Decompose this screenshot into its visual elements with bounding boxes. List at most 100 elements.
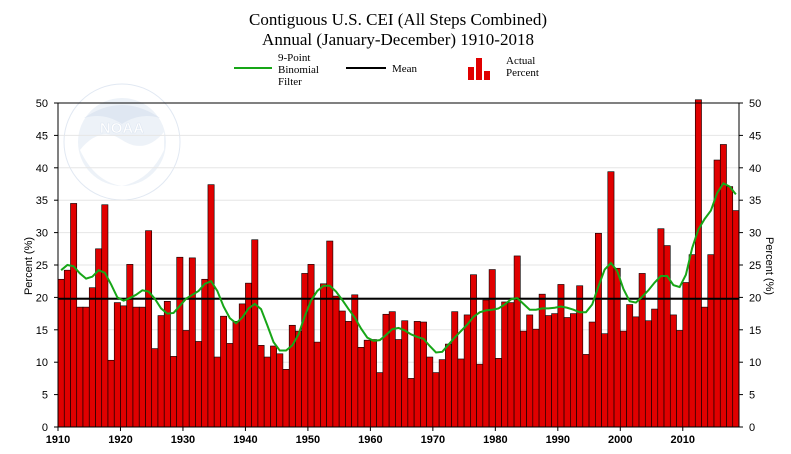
bar-1917	[101, 204, 109, 428]
bar-1932	[195, 341, 202, 428]
y-tick-right: 10	[749, 357, 761, 369]
bar-1955	[338, 310, 346, 428]
x-tick-label: 1950	[296, 434, 320, 446]
bar-2017	[726, 186, 734, 428]
bar-2000	[619, 330, 627, 428]
bar-1919	[113, 302, 121, 428]
y-tick-left: 25	[36, 260, 48, 272]
y-tick-right: 50	[749, 98, 761, 110]
bar-1933	[201, 278, 209, 428]
bar-1921	[126, 264, 134, 428]
bar-1946	[282, 369, 290, 428]
bar-1931	[188, 257, 196, 428]
x-tick-label: 1930	[171, 434, 195, 446]
y-tick-left: 15	[36, 325, 48, 337]
bar-1912	[70, 203, 78, 428]
x-ticks: 1910 1920 1930 1940 1950 1960 1970 1980 1990 2000…	[46, 427, 695, 446]
bar-1988	[545, 315, 552, 428]
bar-1941	[251, 239, 259, 428]
bar-1922	[132, 306, 140, 428]
bar-1918	[107, 359, 115, 428]
bar-1949	[301, 273, 309, 428]
bar-1910	[57, 278, 65, 428]
bar-1951	[313, 341, 321, 428]
y-tick-right: 25	[749, 260, 761, 272]
legend-actual-label: Actual Percent	[506, 55, 539, 79]
bar-2001	[626, 304, 634, 428]
x-tick-label: 1960	[358, 434, 382, 446]
y-tick-right: 5	[749, 390, 755, 402]
bar-1928	[170, 356, 178, 428]
bar-2013	[701, 306, 709, 428]
y-tick-left: 30	[36, 228, 48, 240]
bar-1930	[182, 330, 190, 428]
bar-2010	[682, 282, 690, 428]
bar-2002	[632, 316, 640, 428]
bar-1960	[370, 339, 377, 428]
bar-1913	[76, 306, 84, 428]
bar-1981	[501, 301, 509, 428]
bar-1989	[551, 313, 559, 428]
y-tick-left: 50	[36, 98, 48, 110]
bar-1920	[120, 305, 128, 428]
chart-subtitle: Annual (January-December) 1910-2018	[262, 30, 534, 49]
bar-1958	[357, 346, 365, 428]
bar-1943	[263, 356, 271, 428]
bar-1965	[401, 320, 409, 428]
x-tick-label: 2000	[608, 434, 632, 446]
y-tick-right: 15	[749, 325, 761, 337]
bar-1976	[470, 274, 477, 428]
y-ticks-right: 0 5 10 15 20 25 30 35 40 45 50	[739, 98, 761, 434]
bar-1992	[570, 313, 577, 428]
x-tick-label: 1980	[483, 434, 507, 446]
bars	[57, 99, 740, 428]
bar-1959	[363, 339, 371, 428]
bar-2007	[663, 245, 671, 428]
bar-1954	[332, 295, 340, 428]
y-tick-left: 45	[36, 130, 48, 142]
bar-1996	[594, 232, 602, 428]
plot-frame	[57, 102, 740, 428]
y-axis-label-right: Percent (%)	[763, 237, 775, 295]
bar-1970	[432, 372, 440, 428]
legend: 9-Point Binomial Filter Mean Actual Percent	[234, 52, 539, 88]
bar-2011	[688, 254, 696, 428]
bar-2008	[669, 314, 677, 428]
bar-1956	[345, 321, 352, 428]
bar-1995	[588, 321, 596, 428]
bar-1945	[276, 353, 284, 428]
y-tick-left: 20	[36, 292, 48, 304]
bar-1952	[320, 283, 327, 428]
svg-text:NOAA: NOAA	[100, 120, 144, 137]
bar-1980	[495, 358, 502, 428]
y-tick-right: 0	[749, 422, 755, 434]
bar-1929	[176, 256, 184, 428]
bar-1939	[238, 303, 246, 428]
bar-2005	[651, 308, 659, 428]
bar-1979	[488, 269, 496, 428]
chart-title: Contiguous U.S. CEI (All Steps Combined)	[249, 10, 547, 29]
filter-line	[60, 182, 737, 354]
bar-1911	[63, 269, 71, 428]
bar-2009	[676, 330, 684, 428]
bar-1972	[445, 343, 452, 428]
bar-1934	[207, 184, 215, 428]
bar-2004	[644, 320, 652, 428]
bar-1916	[95, 248, 103, 428]
bar-1924	[145, 230, 153, 428]
x-tick-label: 1970	[421, 434, 445, 446]
bar-1974	[457, 358, 465, 428]
y-tick-right: 40	[749, 163, 761, 175]
legend-filter-label: 9-Point Binomial Filter	[278, 52, 319, 88]
bar-1986	[532, 328, 540, 428]
bar-1938	[232, 321, 240, 428]
legend-text-line: Filter	[278, 76, 302, 88]
bar-1925	[151, 348, 159, 428]
bar-1937	[226, 343, 234, 428]
legend-text-line: Binomial	[278, 64, 319, 76]
bar-2014	[707, 254, 715, 428]
bar-1923	[138, 306, 146, 428]
bar-1962	[382, 313, 390, 428]
bar-1999	[613, 267, 621, 428]
